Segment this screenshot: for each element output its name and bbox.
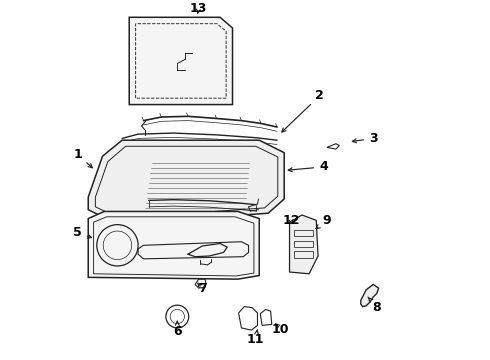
- Text: 11: 11: [247, 330, 265, 346]
- Text: 8: 8: [368, 297, 381, 314]
- Polygon shape: [361, 284, 379, 307]
- Text: 3: 3: [352, 132, 378, 145]
- Polygon shape: [129, 17, 233, 104]
- Text: 5: 5: [73, 226, 92, 239]
- Text: 4: 4: [288, 161, 328, 174]
- Text: 12: 12: [283, 214, 300, 227]
- Text: 13: 13: [190, 2, 207, 15]
- Text: 7: 7: [198, 282, 207, 294]
- Text: 1: 1: [73, 148, 92, 168]
- Polygon shape: [290, 215, 318, 274]
- Text: 10: 10: [272, 323, 290, 336]
- Polygon shape: [88, 140, 284, 224]
- Text: 2: 2: [282, 89, 324, 132]
- Text: 6: 6: [173, 321, 182, 338]
- Text: 9: 9: [316, 214, 331, 229]
- Polygon shape: [88, 211, 259, 279]
